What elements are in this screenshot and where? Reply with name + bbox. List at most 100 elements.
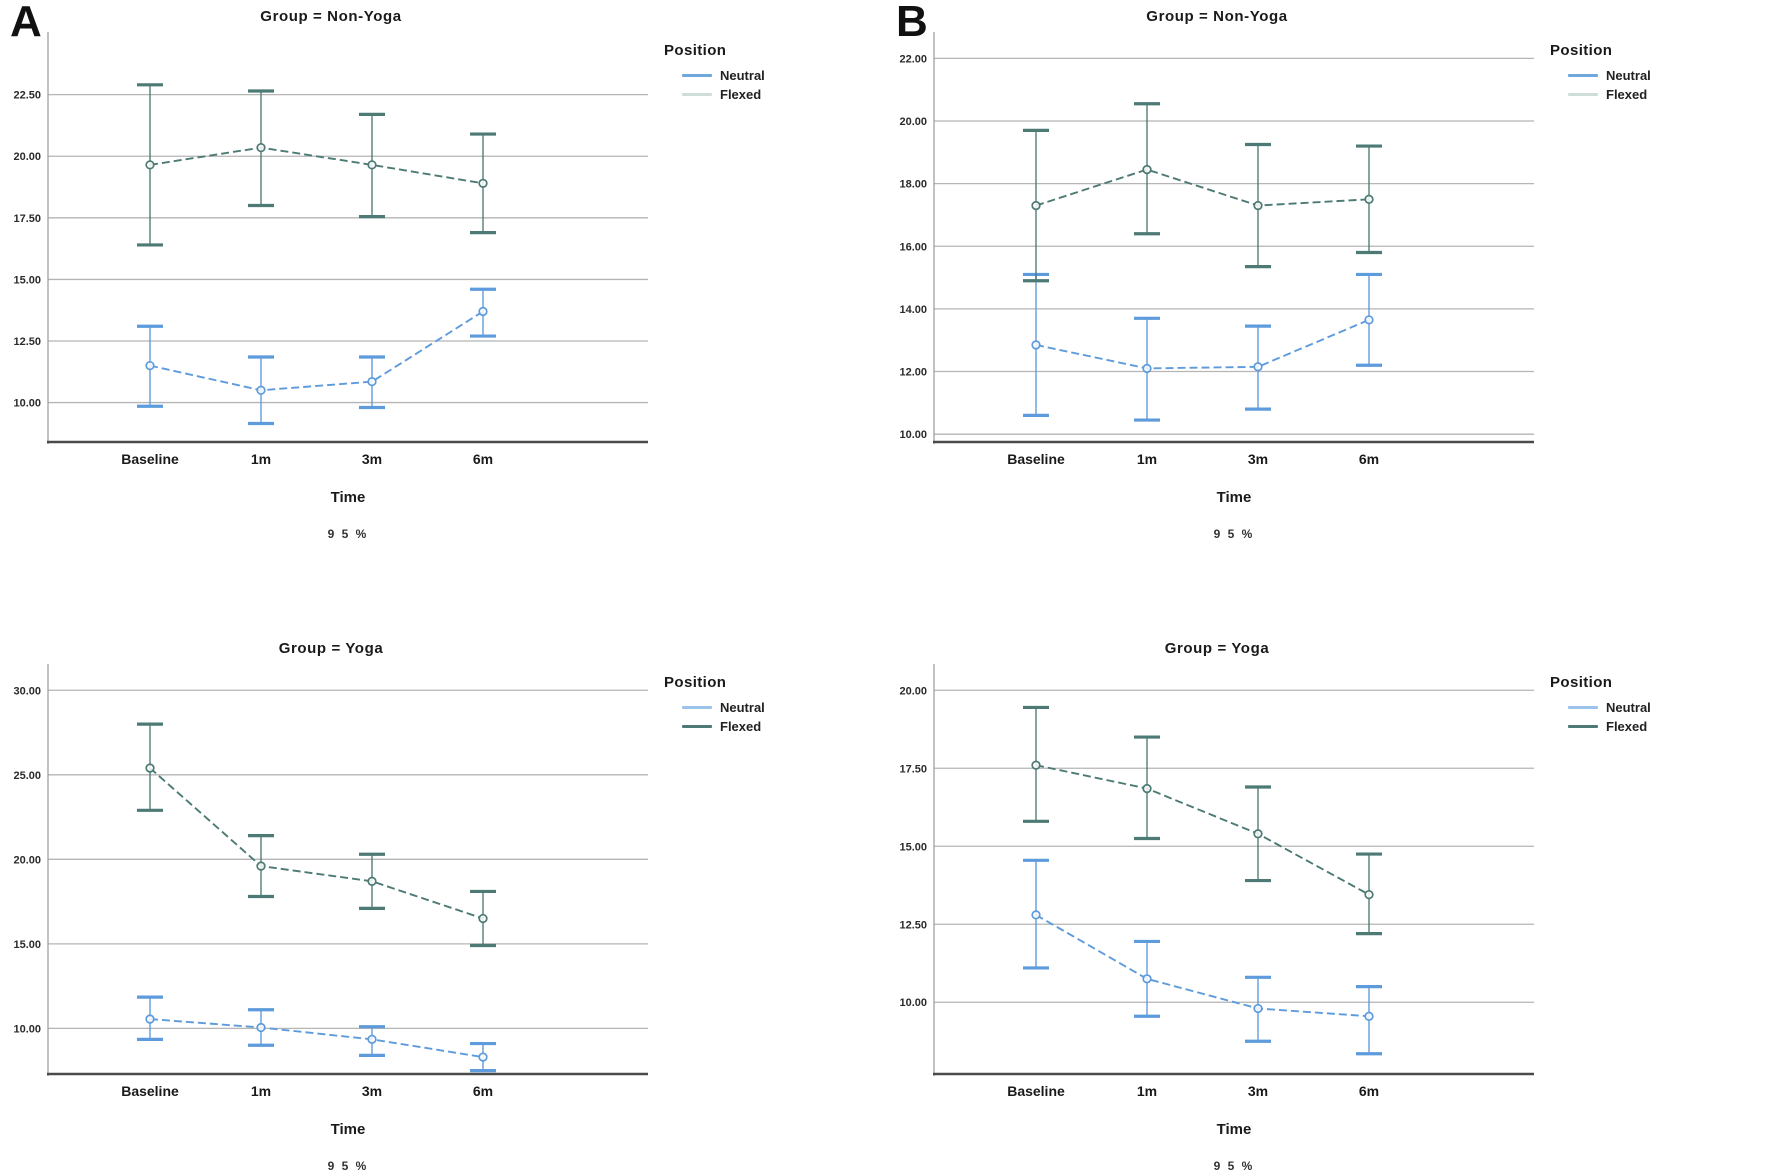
legend-entry-neutral: Neutral — [1568, 66, 1750, 85]
legend-entry-flexed: Flexed — [1568, 717, 1750, 736]
y-tick-label: 10.00 — [899, 429, 927, 441]
x-tick-label: 6m — [1359, 451, 1379, 467]
y-tick-label: 20.00 — [899, 685, 927, 697]
legend-label-neutral: Neutral — [1606, 68, 1651, 83]
data-point-marker-flexed — [1364, 889, 1374, 900]
neutral-line-swatch — [682, 706, 712, 709]
data-point-marker-flexed — [256, 142, 266, 153]
y-tick-label: 15.00 — [899, 841, 927, 853]
y-tick-label: 17.50 — [13, 213, 41, 225]
legend-title: Position — [1550, 674, 1613, 691]
y-tick-label: 10.00 — [899, 997, 927, 1009]
data-point-marker-neutral — [1142, 974, 1152, 984]
neutral-line-swatch — [1568, 706, 1598, 709]
panel-a-yoga-main: Group = Yoga 10.00 15.00 20.00 25.00 30.00 Ba… — [0, 632, 662, 1173]
neutral-line-swatch — [1568, 74, 1598, 77]
data-point-marker-neutral — [256, 385, 266, 395]
y-tick-label: 20.00 — [13, 854, 41, 866]
y-tick-label: 18.00 — [899, 179, 927, 191]
panel-b-yoga-main: Group = Yoga 10.00 12.50 15.00 17.50 20.00 Ba… — [886, 632, 1548, 1173]
data-point-marker-flexed — [478, 178, 488, 188]
legend-title: Position — [664, 42, 727, 59]
y-tick-label: 22.00 — [899, 53, 927, 65]
y-tick-label: 25.00 — [13, 770, 41, 782]
x-tick-label: 3m — [362, 451, 382, 467]
y-tick-label: 16.00 — [899, 241, 927, 253]
data-point-marker-flexed — [1364, 194, 1374, 204]
y-tick-label: 15.00 — [13, 274, 41, 286]
legend-title: Position — [664, 674, 727, 691]
x-tick-label: Baseline — [1007, 1083, 1065, 1099]
x-axis-title: Time — [331, 1121, 366, 1138]
y-tick-label: 12.00 — [899, 367, 927, 379]
chart-title: Group = Yoga — [278, 640, 384, 657]
panel-a-nonyoga: Group = Non-Yoga 10.00 12.50 15.00 17.50 20.… — [0, 0, 886, 586]
y-tick-label: 12.50 — [13, 336, 41, 348]
legend-title: Position — [1550, 42, 1613, 59]
data-point-marker-neutral — [1364, 315, 1374, 325]
x-axis-title: Time — [1217, 489, 1252, 506]
legend-a-yoga: Position Neutral Flexed — [664, 672, 864, 736]
flexed-line-swatch — [682, 93, 712, 96]
panel-a-nonyoga-main: Group = Non-Yoga 10.00 12.50 15.00 17.50 20.… — [0, 0, 662, 552]
legend-entry-flexed: Flexed — [682, 717, 864, 736]
legend-label-flexed: Flexed — [720, 87, 762, 102]
data-point-marker-flexed — [367, 160, 377, 170]
data-point-marker-neutral — [1364, 1011, 1374, 1021]
data-point-marker-flexed — [1253, 829, 1263, 839]
series-line-neutral — [1035, 318, 1370, 370]
chart-svg-a-yoga: 10.00 15.00 20.00 25.00 30.00 Baseline 1m 3m 6m T… — [13, 664, 648, 1173]
chart-title: Group = Non-Yoga — [1146, 8, 1288, 25]
x-tick-label: 6m — [1359, 1083, 1379, 1099]
flexed-line-swatch — [1568, 725, 1598, 728]
x-tick-label: Baseline — [121, 1083, 179, 1099]
legend-b-yoga: Position Neutral Flexed — [1550, 672, 1750, 736]
x-tick-label: 1m — [1137, 451, 1157, 467]
data-point-marker-flexed — [1253, 200, 1263, 211]
data-point-marker-neutral — [478, 1052, 488, 1062]
data-point-marker-flexed — [1031, 760, 1041, 770]
series-line-flexed — [1035, 168, 1370, 207]
neutral-line-swatch — [682, 74, 712, 77]
legend-entry-neutral: Neutral — [682, 698, 864, 717]
data-point-marker-neutral — [145, 360, 155, 371]
series-line-neutral — [149, 1018, 484, 1059]
legend-label-flexed: Flexed — [1606, 719, 1648, 734]
series-line-flexed — [149, 767, 484, 920]
panel-b-nonyoga: Group = Non-Yoga 10.00 12.00 14.00 16.00 18.… — [886, 0, 1772, 586]
y-tick-label: 20.00 — [899, 116, 927, 128]
y-tick-label: 17.50 — [899, 763, 927, 775]
y-tick-label: 10.00 — [13, 398, 41, 410]
data-point-marker-neutral — [256, 1022, 266, 1033]
y-tick-label: 10.00 — [13, 1023, 41, 1035]
chart-svg-b-nonyoga: 10.00 12.00 14.00 16.00 18.00 20.00 22.00 Basel… — [899, 32, 1534, 541]
chart-svg-b-yoga: 10.00 12.50 15.00 17.50 20.00 Baseline 1m 3m 6m T… — [899, 664, 1534, 1173]
x-tick-label: 1m — [251, 1083, 271, 1099]
data-point-marker-flexed — [1142, 164, 1152, 175]
y-tick-label: 12.50 — [899, 919, 927, 931]
footnote-95-percent: 9 5 % — [1214, 1159, 1255, 1173]
data-point-marker-neutral — [1253, 1003, 1263, 1014]
y-tick-label: 30.00 — [13, 685, 41, 697]
legend-entry-flexed: Flexed — [1568, 85, 1750, 104]
data-point-marker-flexed — [478, 913, 488, 924]
x-tick-label: 3m — [1248, 451, 1268, 467]
data-point-marker-flexed — [145, 160, 155, 170]
figure-panel-label-b: B — [896, 0, 928, 46]
footnote-95-percent: 9 5 % — [1214, 527, 1255, 541]
x-axis-title: Time — [1217, 1121, 1252, 1138]
x-tick-label: 6m — [473, 451, 493, 467]
legend-entry-neutral: Neutral — [1568, 698, 1750, 717]
panel-b-yoga: Group = Yoga 10.00 12.50 15.00 17.50 20.00 Ba… — [886, 586, 1772, 1173]
chart-title: Group = Non-Yoga — [260, 8, 402, 25]
x-tick-label: Baseline — [121, 451, 179, 467]
series-line-neutral — [149, 310, 484, 392]
data-point-marker-neutral — [478, 306, 488, 317]
footnote-95-percent: 9 5 % — [328, 1159, 369, 1173]
legend-label-flexed: Flexed — [1606, 87, 1648, 102]
x-tick-label: 6m — [473, 1083, 493, 1099]
x-tick-label: 1m — [251, 451, 271, 467]
footnote-95-percent: 9 5 % — [328, 527, 369, 541]
